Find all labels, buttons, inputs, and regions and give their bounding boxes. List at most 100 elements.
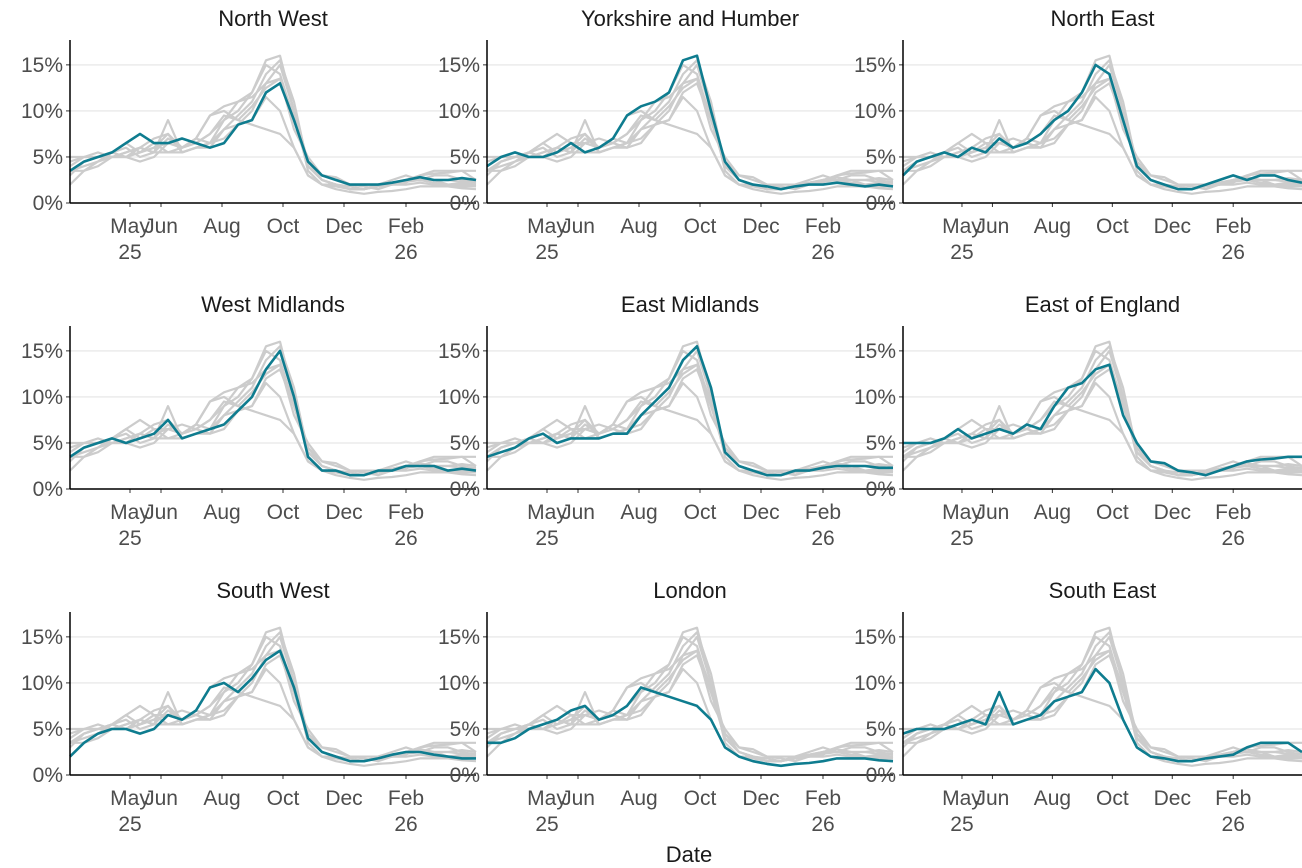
- x-tick-label: Feb 26: [1215, 787, 1251, 836]
- background-line: [69, 654, 477, 758]
- x-tick-label: May 25: [110, 215, 150, 264]
- background-line: [902, 649, 1302, 763]
- x-tick-label: May 25: [942, 215, 982, 264]
- highlight-line: [69, 649, 476, 763]
- y-tick-label: 10%: [438, 672, 480, 695]
- y-tick-label: 10%: [21, 672, 63, 695]
- panel-title: East of England: [1025, 292, 1180, 317]
- x-tick-label: Dec: [1154, 215, 1191, 238]
- x-tick-label: Feb 26: [805, 501, 841, 550]
- y-tick-label: 0%: [866, 192, 896, 215]
- background-line: [902, 654, 1302, 758]
- y-tick-label: 15%: [438, 54, 480, 77]
- background-line: [69, 96, 477, 191]
- x-tick-label: May 25: [527, 787, 567, 836]
- x-tick-label: Jun: [144, 787, 178, 810]
- y-tick-label: 15%: [21, 54, 63, 77]
- x-tick-label: Dec: [325, 501, 362, 524]
- background-line: [486, 363, 893, 477]
- background-line: [486, 82, 894, 186]
- x-tick-label: Feb 26: [805, 215, 841, 264]
- x-tick-label: Feb 26: [388, 787, 424, 836]
- x-tick-label: Aug: [203, 787, 240, 810]
- y-tick-label: 5%: [450, 146, 480, 169]
- highlight-line: [903, 363, 1302, 477]
- x-tick-label: Oct: [1096, 215, 1129, 238]
- y-tick-label: 0%: [33, 192, 63, 215]
- x-tick-label: Feb 26: [388, 215, 424, 264]
- background-line: [69, 368, 477, 472]
- background-line: [486, 96, 894, 191]
- background-line: [902, 363, 1302, 477]
- background-line: [486, 631, 893, 763]
- y-tick-label: 5%: [866, 718, 896, 741]
- y-tick-label: 10%: [438, 386, 480, 409]
- background-line: [70, 649, 476, 763]
- background-line: [486, 649, 893, 763]
- y-tick-label: 5%: [33, 718, 63, 741]
- x-tick-label: Oct: [684, 787, 717, 810]
- y-tick-label: 10%: [21, 100, 63, 123]
- x-tick-label: Oct: [1096, 787, 1129, 810]
- highlight-line: [486, 345, 893, 477]
- x-tick-label: Aug: [1034, 501, 1071, 524]
- x-tick-label: Jun: [976, 501, 1010, 524]
- y-tick-label: 0%: [33, 478, 63, 501]
- y-tick-label: 15%: [438, 626, 480, 649]
- x-tick-label: Feb 26: [388, 501, 424, 550]
- y-tick-label: 15%: [438, 340, 480, 363]
- x-tick-label: Oct: [267, 501, 300, 524]
- x-tick-label: May 25: [527, 215, 567, 264]
- background-line: [902, 59, 1302, 191]
- background-line: [487, 77, 893, 191]
- y-tick-label: 10%: [854, 100, 896, 123]
- background-line: [902, 82, 1302, 186]
- x-tick-label: May 25: [110, 787, 150, 836]
- highlight-line: [486, 54, 894, 191]
- panel-title: London: [653, 578, 726, 603]
- x-tick-label: Feb 26: [805, 787, 841, 836]
- background-line: [69, 631, 476, 763]
- panel-title: North East: [1051, 6, 1155, 31]
- panel-title: South East: [1049, 578, 1157, 603]
- x-tick-label: Dec: [325, 215, 362, 238]
- x-tick-label: Oct: [267, 787, 300, 810]
- x-tick-label: Oct: [684, 501, 717, 524]
- x-tick-label: Dec: [325, 787, 362, 810]
- x-tick-label: Aug: [620, 215, 657, 238]
- y-tick-label: 0%: [450, 192, 480, 215]
- x-tick-label: Feb 26: [1215, 501, 1251, 550]
- panel-title: South West: [216, 578, 329, 603]
- y-tick-label: 0%: [866, 764, 896, 787]
- y-tick-label: 5%: [33, 146, 63, 169]
- background-line: [486, 654, 894, 758]
- y-tick-label: 5%: [450, 432, 480, 455]
- x-tick-label: Aug: [1034, 787, 1071, 810]
- y-tick-label: 10%: [854, 672, 896, 695]
- y-tick-label: 0%: [450, 764, 480, 787]
- background-line: [486, 59, 893, 191]
- y-tick-label: 5%: [866, 146, 896, 169]
- highlight-line: [69, 82, 477, 186]
- panel-title: North West: [218, 6, 328, 31]
- panel-title: West Midlands: [201, 292, 345, 317]
- x-tick-label: Jun: [144, 215, 178, 238]
- x-tick-label: May 25: [527, 501, 567, 550]
- x-tick-label: Jun: [144, 501, 178, 524]
- x-tick-label: Oct: [684, 215, 717, 238]
- x-tick-label: Jun: [561, 787, 595, 810]
- x-tick-label: Dec: [1154, 501, 1191, 524]
- x-tick-label: Aug: [620, 501, 657, 524]
- x-tick-label: Aug: [203, 215, 240, 238]
- x-tick-label: Dec: [742, 787, 779, 810]
- background-line: [69, 59, 476, 191]
- x-tick-label: May 25: [110, 501, 150, 550]
- highlight-line: [902, 63, 1302, 191]
- background-line: [69, 668, 477, 763]
- x-tick-label: Aug: [203, 501, 240, 524]
- x-axis-label: Date: [666, 842, 712, 867]
- background-line: [902, 77, 1302, 191]
- x-tick-label: Feb 26: [1215, 215, 1251, 264]
- x-tick-label: Oct: [267, 215, 300, 238]
